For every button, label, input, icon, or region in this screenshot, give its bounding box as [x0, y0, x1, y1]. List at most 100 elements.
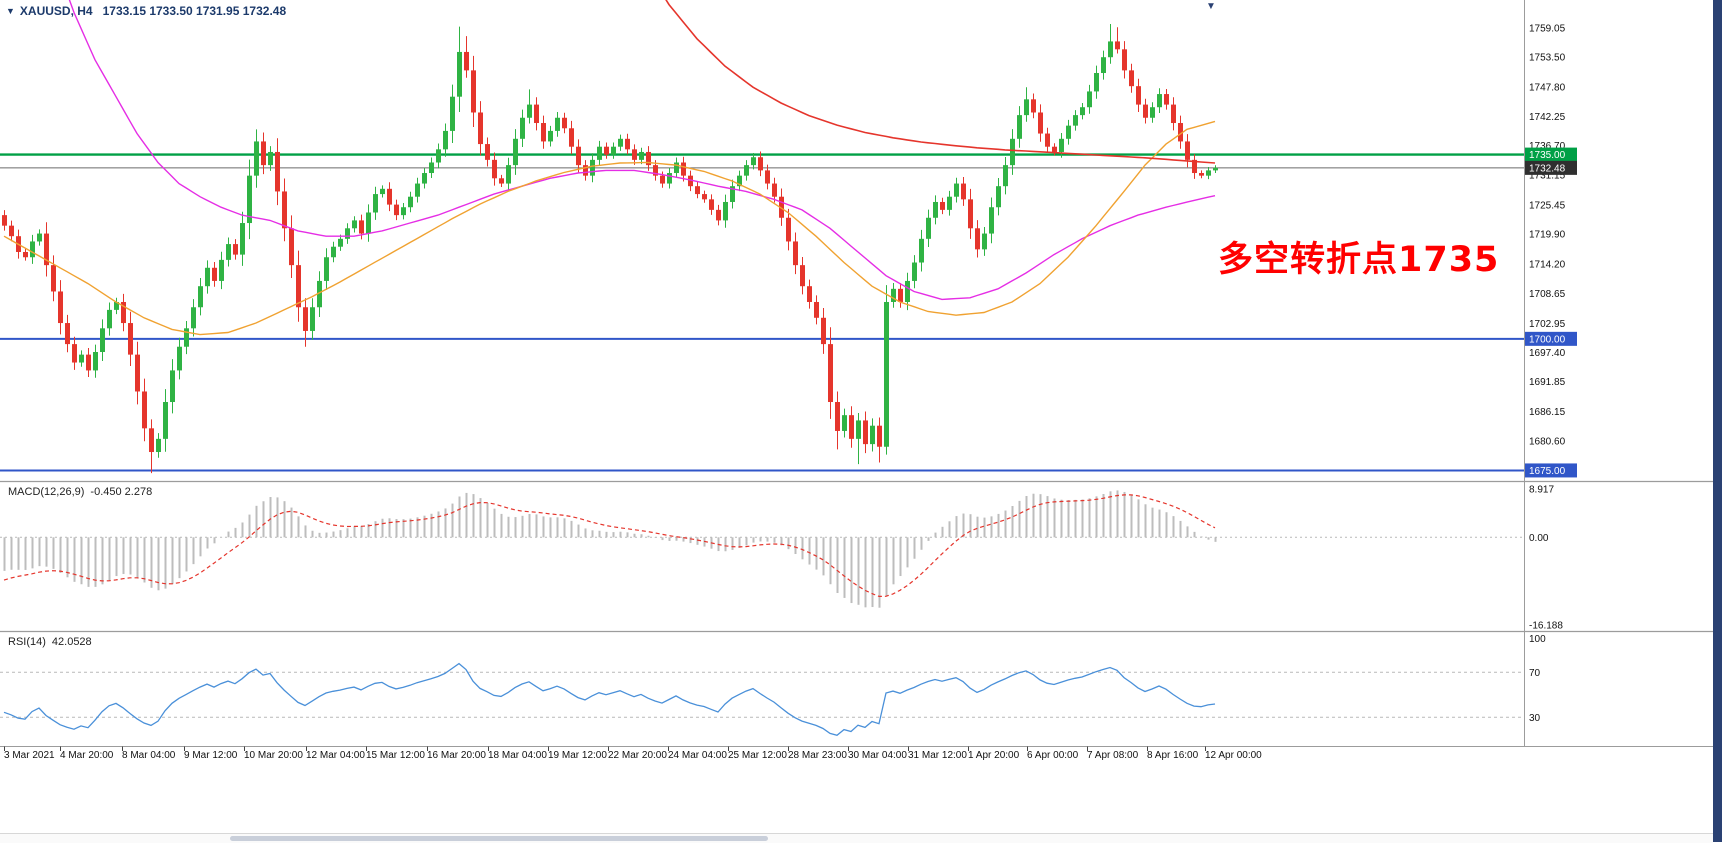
candle-up	[891, 288, 896, 302]
main-chart-panel[interactable]	[0, 0, 1524, 480]
price-tick-label: 1759.05	[1529, 24, 1566, 35]
time-tick-label: 4 Mar 20:00	[60, 750, 114, 761]
candle-up	[331, 246, 336, 258]
time-tick-label: 31 Mar 12:00	[908, 750, 967, 761]
macd-histogram	[3, 490, 1217, 608]
candle-down	[1038, 112, 1043, 134]
time-tick-label: 6 Apr 00:00	[1027, 750, 1079, 761]
scrollbar-thumb[interactable]	[230, 836, 768, 841]
rsi-panel[interactable]	[0, 632, 1524, 746]
price-axis[interactable]	[1524, 0, 1713, 746]
candle-up	[611, 146, 616, 155]
candle-up	[1080, 107, 1085, 116]
candle-down	[1129, 70, 1134, 87]
macd-indicator-label: MACD(12,26,9) -0.450 2.278	[8, 486, 152, 498]
candle-up	[422, 173, 427, 184]
candle-up	[373, 194, 378, 213]
candle-up	[352, 220, 357, 229]
candle-down	[261, 141, 266, 166]
candle-up	[79, 354, 84, 363]
candle-down	[492, 159, 497, 179]
candle-down	[625, 138, 630, 150]
chart-title: ▼ XAUUSD, H4 1733.15 1733.50 1731.95 1732.…	[6, 4, 286, 18]
candle-down	[716, 209, 721, 221]
candle-up	[408, 196, 413, 208]
candle-up	[954, 183, 959, 197]
macd-panel[interactable]	[0, 482, 1524, 630]
rsi-name: RSI(14)	[8, 636, 46, 648]
candle-down	[1185, 141, 1190, 160]
candle-up	[100, 328, 105, 352]
candle-down	[1136, 86, 1141, 105]
candle-down	[23, 251, 28, 258]
candle-up	[1206, 170, 1211, 176]
candle-down	[128, 323, 133, 355]
candle-up	[205, 267, 210, 287]
candle-up	[548, 130, 553, 142]
price-tick-label: 1736.70	[1529, 141, 1566, 152]
price-badge-label: 1700.00	[1529, 334, 1566, 345]
candle-down	[1122, 49, 1127, 71]
candle-up	[982, 233, 987, 250]
candle-up	[30, 241, 35, 258]
candle-up	[912, 262, 917, 281]
candle-up	[1024, 99, 1029, 116]
candle-down	[541, 123, 546, 142]
candle-down	[387, 188, 392, 205]
candle-down	[961, 183, 966, 200]
price-badge	[1525, 160, 1577, 175]
macd-tick-label: -16.188	[1529, 621, 1563, 632]
candle-up	[842, 415, 847, 431]
candle-down	[359, 220, 364, 234]
candle-up	[947, 196, 952, 210]
candle-down	[1045, 133, 1050, 147]
candle-down	[65, 323, 70, 345]
candle-down	[835, 402, 840, 431]
candle-down	[499, 178, 504, 184]
horizontal-scrollbar[interactable]	[0, 833, 1713, 843]
price-tick-label: 1686.15	[1529, 407, 1566, 418]
candle-down	[1199, 173, 1204, 176]
candle-up	[240, 223, 245, 255]
candle-down	[86, 354, 91, 371]
candle-down	[898, 288, 903, 302]
time-axis[interactable]	[0, 746, 1713, 766]
candle-up	[730, 186, 735, 202]
candle-down	[758, 157, 763, 171]
candle-down	[765, 170, 770, 184]
candle-up	[345, 228, 350, 239]
time-tick-label: 24 Mar 04:00	[668, 750, 727, 761]
candle-up	[114, 301, 119, 310]
rsi-line	[3, 662, 1216, 737]
candle-up	[989, 207, 994, 234]
price-badge	[1525, 331, 1577, 346]
candle-up	[254, 141, 259, 176]
price-tick-label: 1747.80	[1529, 83, 1566, 94]
candle-up	[723, 201, 728, 221]
candle-up	[177, 346, 182, 371]
candle-down	[58, 291, 63, 324]
rsi-tick-label: 30	[1529, 713, 1541, 724]
macd-tick-label: 0.00	[1529, 533, 1549, 544]
candle-up	[268, 151, 273, 166]
candle-up	[1017, 115, 1022, 139]
price-tick-label: 1719.90	[1529, 230, 1566, 241]
symbol-dropdown-icon[interactable]: ▼	[6, 6, 15, 16]
candle-down	[72, 344, 77, 363]
chart-annotation-text: 多空转折点1735	[1218, 240, 1500, 280]
time-tick-label: 18 Mar 04:00	[488, 750, 547, 761]
candle-down	[142, 391, 147, 429]
candle-down	[303, 307, 308, 331]
candle-up	[751, 157, 756, 166]
candle-down	[681, 162, 686, 176]
time-tick-label: 25 Mar 12:00	[728, 750, 787, 761]
candle-up	[884, 301, 889, 447]
candle-down	[695, 186, 700, 195]
time-tick-label: 1 Apr 20:00	[968, 750, 1020, 761]
candle-up	[506, 165, 511, 184]
price-badge-label: 1732.48	[1529, 163, 1566, 174]
macd-values: -0.450 2.278	[90, 486, 153, 498]
candle-down	[940, 201, 945, 210]
